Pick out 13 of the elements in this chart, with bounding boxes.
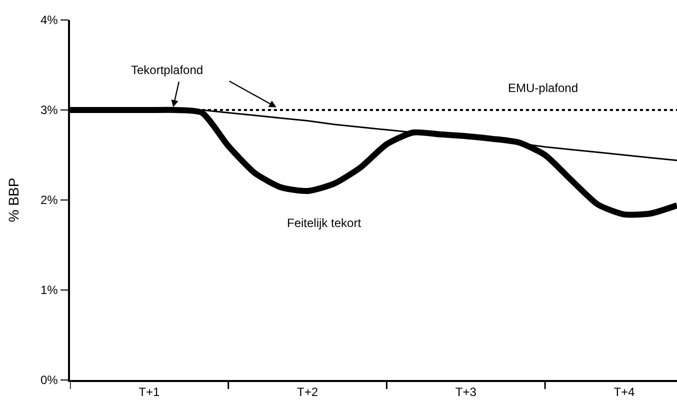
series-label: EMU-plafond <box>508 81 578 95</box>
y-tick-label: 0% <box>40 373 58 388</box>
x-tick-label: T+2 <box>297 385 318 400</box>
y-axis-title: % BBP <box>6 178 22 222</box>
y-tick-label: 2% <box>40 193 58 208</box>
x-tick-label: T+3 <box>455 385 477 400</box>
y-tick-label: 3% <box>40 103 58 118</box>
y-tick-label: 4% <box>40 13 58 28</box>
y-tick-label: 1% <box>40 283 58 298</box>
x-tick-label: T+4 <box>614 385 636 400</box>
text: Feitelijk tekort <box>287 216 362 230</box>
x-tick-label: T+1 <box>138 385 160 400</box>
text: Tekortplafond <box>131 63 204 77</box>
